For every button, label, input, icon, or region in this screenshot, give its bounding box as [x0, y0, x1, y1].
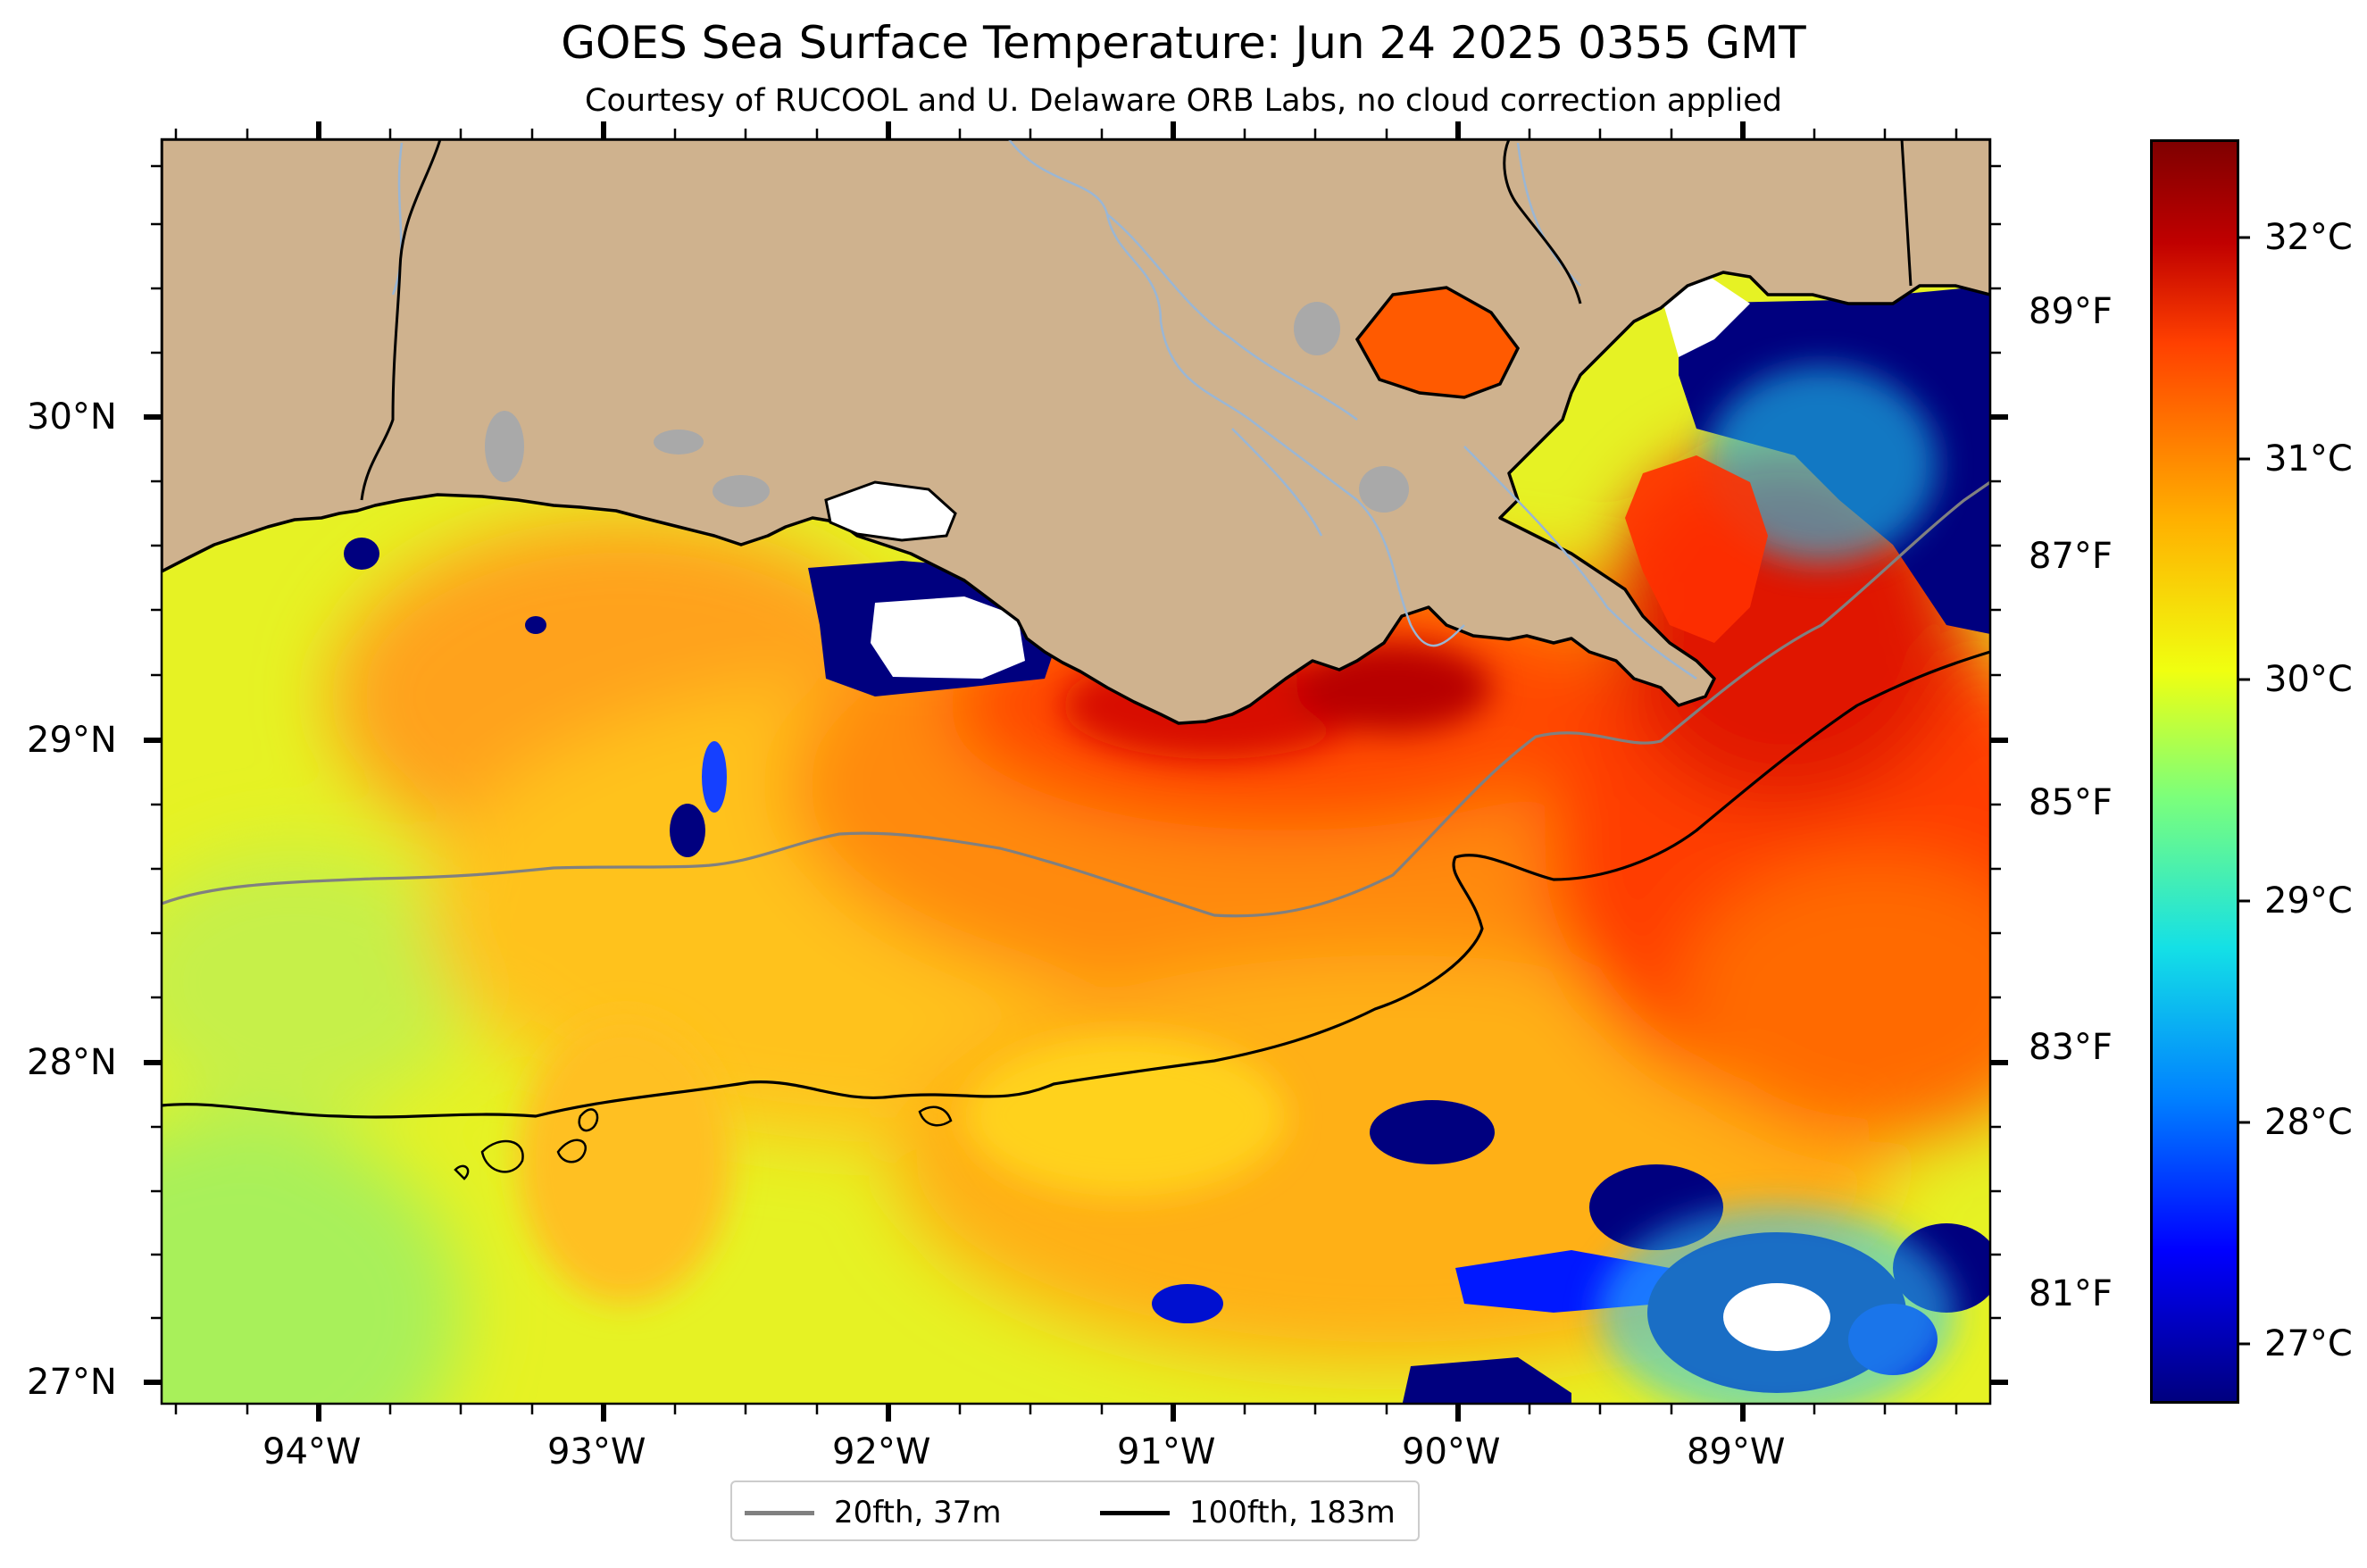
- delta-water: [1625, 455, 1768, 643]
- lon-label-89w: 89°W: [1687, 1431, 1786, 1472]
- land: [162, 139, 1990, 725]
- celsius-label-28: 28°C: [2264, 1102, 2353, 1143]
- lake-pontchartrain: [1354, 286, 1521, 399]
- minor-ticks: [151, 129, 2001, 1414]
- celsius-label-27: 27°C: [2264, 1323, 2353, 1364]
- flower-garden-banks: [454, 1105, 953, 1180]
- fahrenheit-label-87: 87°F: [2029, 536, 2113, 577]
- fahrenheit-label-81: 81°F: [2029, 1273, 2113, 1314]
- legend-item-100fth: 100fth, 183m: [1100, 1493, 1396, 1532]
- longitude-ticks: [316, 121, 1746, 1422]
- colorbar-ticks: [2239, 236, 2250, 1346]
- lat-label-30n: 30°N: [27, 396, 117, 438]
- map-area: [162, 139, 1990, 1404]
- map-frame: [160, 138, 1992, 1405]
- lat-label-29n: 29°N: [27, 720, 117, 761]
- isobath-100fth: [162, 650, 1990, 1119]
- legend-line-gray: [745, 1510, 814, 1515]
- fahrenheit-label-83: 83°F: [2029, 1027, 2113, 1068]
- legend-label-20fth: 20fth, 37m: [834, 1495, 1002, 1530]
- legend-item-20fth: 20fth, 37m: [745, 1493, 1002, 1532]
- celsius-label-29: 29°C: [2264, 880, 2353, 922]
- temperature-colorbar: [2150, 139, 2239, 1404]
- lon-label-93w: 93°W: [547, 1431, 646, 1472]
- legend-line-black: [1100, 1510, 1170, 1515]
- fahrenheit-label-89: 89°F: [2029, 291, 2113, 332]
- lon-label-92w: 92°W: [832, 1431, 931, 1472]
- map-title: GOES Sea Surface Temperature: Jun 24 202…: [561, 17, 1806, 69]
- lat-label-27n: 27°N: [27, 1362, 117, 1403]
- inland-water: [485, 302, 1409, 513]
- lat-label-28n: 28°N: [27, 1042, 117, 1083]
- lon-label-90w: 90°W: [1402, 1431, 1501, 1472]
- latitude-ticks: [144, 414, 2008, 1385]
- celsius-label-32: 32°C: [2264, 217, 2353, 258]
- lon-label-91w: 91°W: [1117, 1431, 1216, 1472]
- celsius-label-31: 31°C: [2264, 438, 2353, 480]
- lon-label-94w: 94°W: [263, 1431, 362, 1472]
- state-borders: [360, 139, 1913, 501]
- vermilion-bay: [824, 480, 957, 542]
- legend-label-100fth: 100fth, 183m: [1189, 1495, 1396, 1530]
- isobath-20fth: [162, 480, 1990, 918]
- celsius-label-30: 30°C: [2264, 659, 2353, 700]
- fahrenheit-label-85: 85°F: [2029, 782, 2113, 823]
- map-subtitle: Courtesy of RUCOOL and U. Delaware ORB L…: [585, 83, 1782, 119]
- isobath-legend: 20fth, 37m 100fth, 183m: [730, 1480, 1420, 1541]
